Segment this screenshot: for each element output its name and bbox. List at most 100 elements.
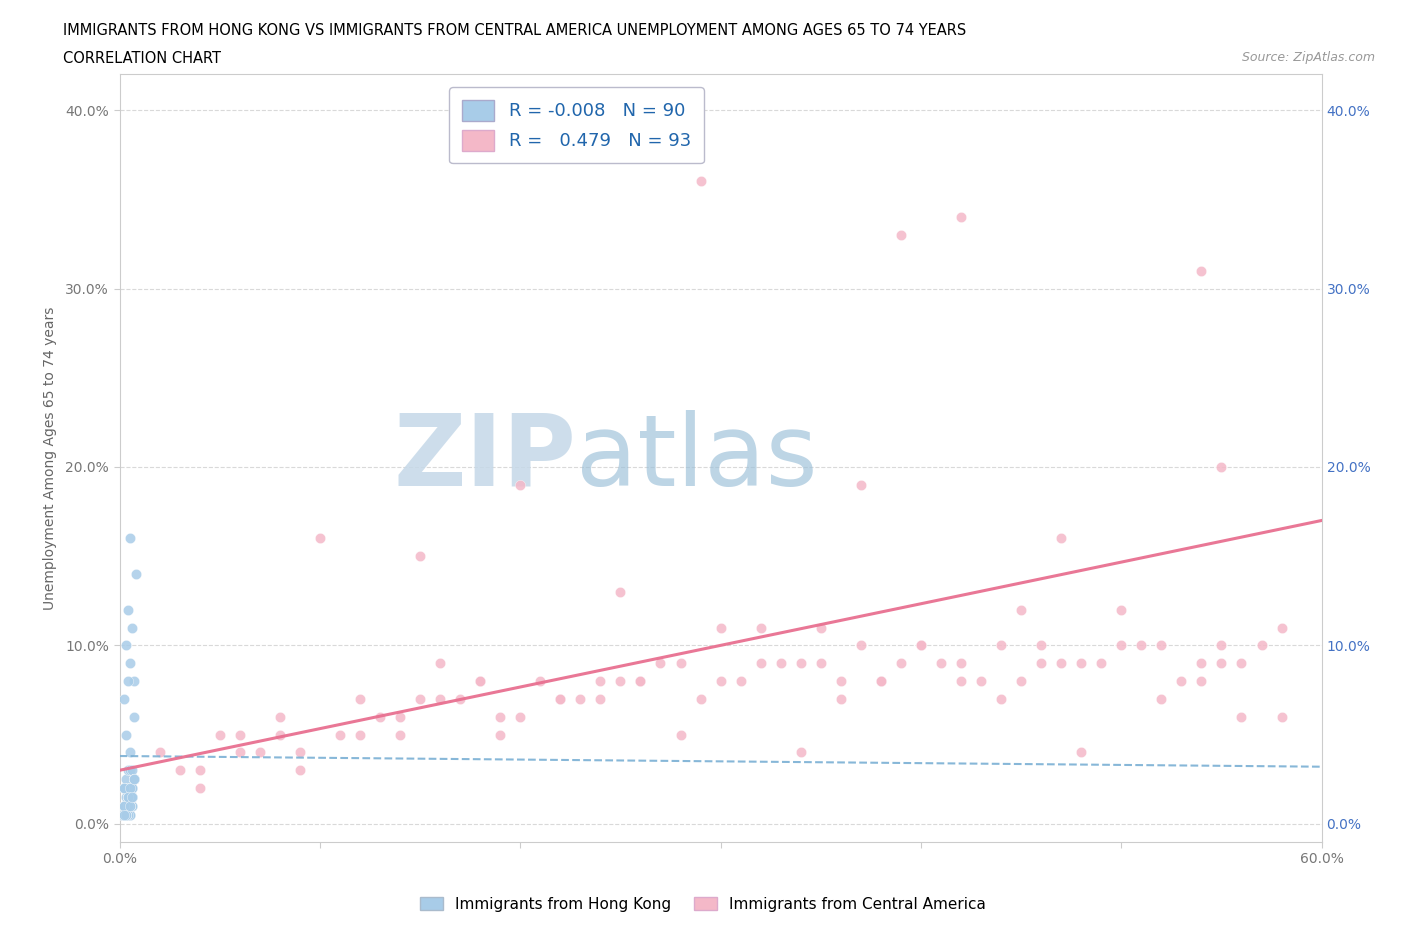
Point bbox=[709, 620, 731, 635]
Point bbox=[118, 531, 141, 546]
Point bbox=[117, 603, 139, 618]
Point bbox=[228, 745, 252, 760]
Point bbox=[309, 531, 332, 546]
Point bbox=[1230, 710, 1253, 724]
Point bbox=[1029, 656, 1052, 671]
Point bbox=[114, 799, 136, 814]
Point bbox=[114, 799, 136, 814]
Point bbox=[121, 780, 143, 795]
Point bbox=[1170, 673, 1192, 688]
Point bbox=[1010, 603, 1032, 618]
Point bbox=[112, 807, 135, 822]
Point bbox=[117, 790, 139, 804]
Point bbox=[121, 790, 143, 804]
Point bbox=[249, 745, 271, 760]
Point bbox=[122, 772, 145, 787]
Point bbox=[1029, 638, 1052, 653]
Point bbox=[669, 656, 692, 671]
Point bbox=[228, 727, 252, 742]
Point bbox=[468, 673, 492, 688]
Point bbox=[910, 638, 932, 653]
Point bbox=[117, 799, 139, 814]
Point bbox=[112, 807, 135, 822]
Point bbox=[121, 790, 143, 804]
Point bbox=[110, 807, 132, 822]
Point bbox=[114, 799, 136, 814]
Point bbox=[468, 673, 492, 688]
Point bbox=[1111, 603, 1133, 618]
Point bbox=[118, 780, 141, 795]
Point bbox=[117, 780, 139, 795]
Point bbox=[950, 209, 973, 224]
Point bbox=[114, 807, 136, 822]
Point bbox=[589, 692, 612, 707]
Point bbox=[124, 566, 146, 581]
Point bbox=[169, 763, 191, 777]
Point bbox=[849, 638, 872, 653]
Point bbox=[112, 807, 135, 822]
Point bbox=[869, 673, 893, 688]
Point bbox=[112, 780, 135, 795]
Point bbox=[990, 638, 1012, 653]
Point bbox=[118, 807, 141, 822]
Point bbox=[114, 807, 136, 822]
Text: ZIP: ZIP bbox=[394, 409, 576, 507]
Point bbox=[349, 692, 371, 707]
Point bbox=[489, 710, 512, 724]
Text: Source: ZipAtlas.com: Source: ZipAtlas.com bbox=[1241, 51, 1375, 64]
Point bbox=[118, 780, 141, 795]
Point bbox=[1191, 263, 1213, 278]
Point bbox=[349, 727, 371, 742]
Point bbox=[117, 790, 139, 804]
Point bbox=[689, 692, 711, 707]
Point bbox=[950, 656, 973, 671]
Point bbox=[1250, 638, 1272, 653]
Point bbox=[122, 772, 145, 787]
Point bbox=[609, 673, 631, 688]
Point bbox=[118, 790, 141, 804]
Point bbox=[112, 692, 135, 707]
Point bbox=[810, 656, 832, 671]
Point bbox=[117, 673, 139, 688]
Point bbox=[112, 780, 135, 795]
Point bbox=[589, 673, 612, 688]
Point bbox=[121, 790, 143, 804]
Point bbox=[1211, 656, 1233, 671]
Point bbox=[112, 807, 135, 822]
Point bbox=[118, 799, 141, 814]
Point bbox=[650, 656, 672, 671]
Point bbox=[1271, 710, 1294, 724]
Point bbox=[110, 807, 132, 822]
Point bbox=[117, 790, 139, 804]
Point bbox=[114, 807, 136, 822]
Point bbox=[112, 807, 135, 822]
Point bbox=[122, 772, 145, 787]
Point bbox=[118, 799, 141, 814]
Point bbox=[810, 620, 832, 635]
Text: IMMIGRANTS FROM HONG KONG VS IMMIGRANTS FROM CENTRAL AMERICA UNEMPLOYMENT AMONG : IMMIGRANTS FROM HONG KONG VS IMMIGRANTS … bbox=[63, 23, 966, 38]
Point bbox=[118, 656, 141, 671]
Point bbox=[1211, 459, 1233, 474]
Point bbox=[409, 692, 432, 707]
Point bbox=[121, 620, 143, 635]
Point bbox=[790, 656, 813, 671]
Point bbox=[122, 772, 145, 787]
Point bbox=[188, 763, 211, 777]
Point bbox=[117, 763, 139, 777]
Point bbox=[730, 673, 752, 688]
Point bbox=[121, 780, 143, 795]
Y-axis label: Unemployment Among Ages 65 to 74 years: Unemployment Among Ages 65 to 74 years bbox=[44, 306, 56, 610]
Point bbox=[388, 727, 412, 742]
Point bbox=[121, 763, 143, 777]
Point bbox=[112, 799, 135, 814]
Point bbox=[368, 710, 391, 724]
Point bbox=[749, 656, 772, 671]
Point bbox=[114, 790, 136, 804]
Point bbox=[890, 656, 912, 671]
Point bbox=[990, 692, 1012, 707]
Point bbox=[489, 727, 512, 742]
Point bbox=[118, 807, 141, 822]
Point bbox=[1150, 692, 1173, 707]
Point bbox=[429, 692, 451, 707]
Point bbox=[117, 799, 139, 814]
